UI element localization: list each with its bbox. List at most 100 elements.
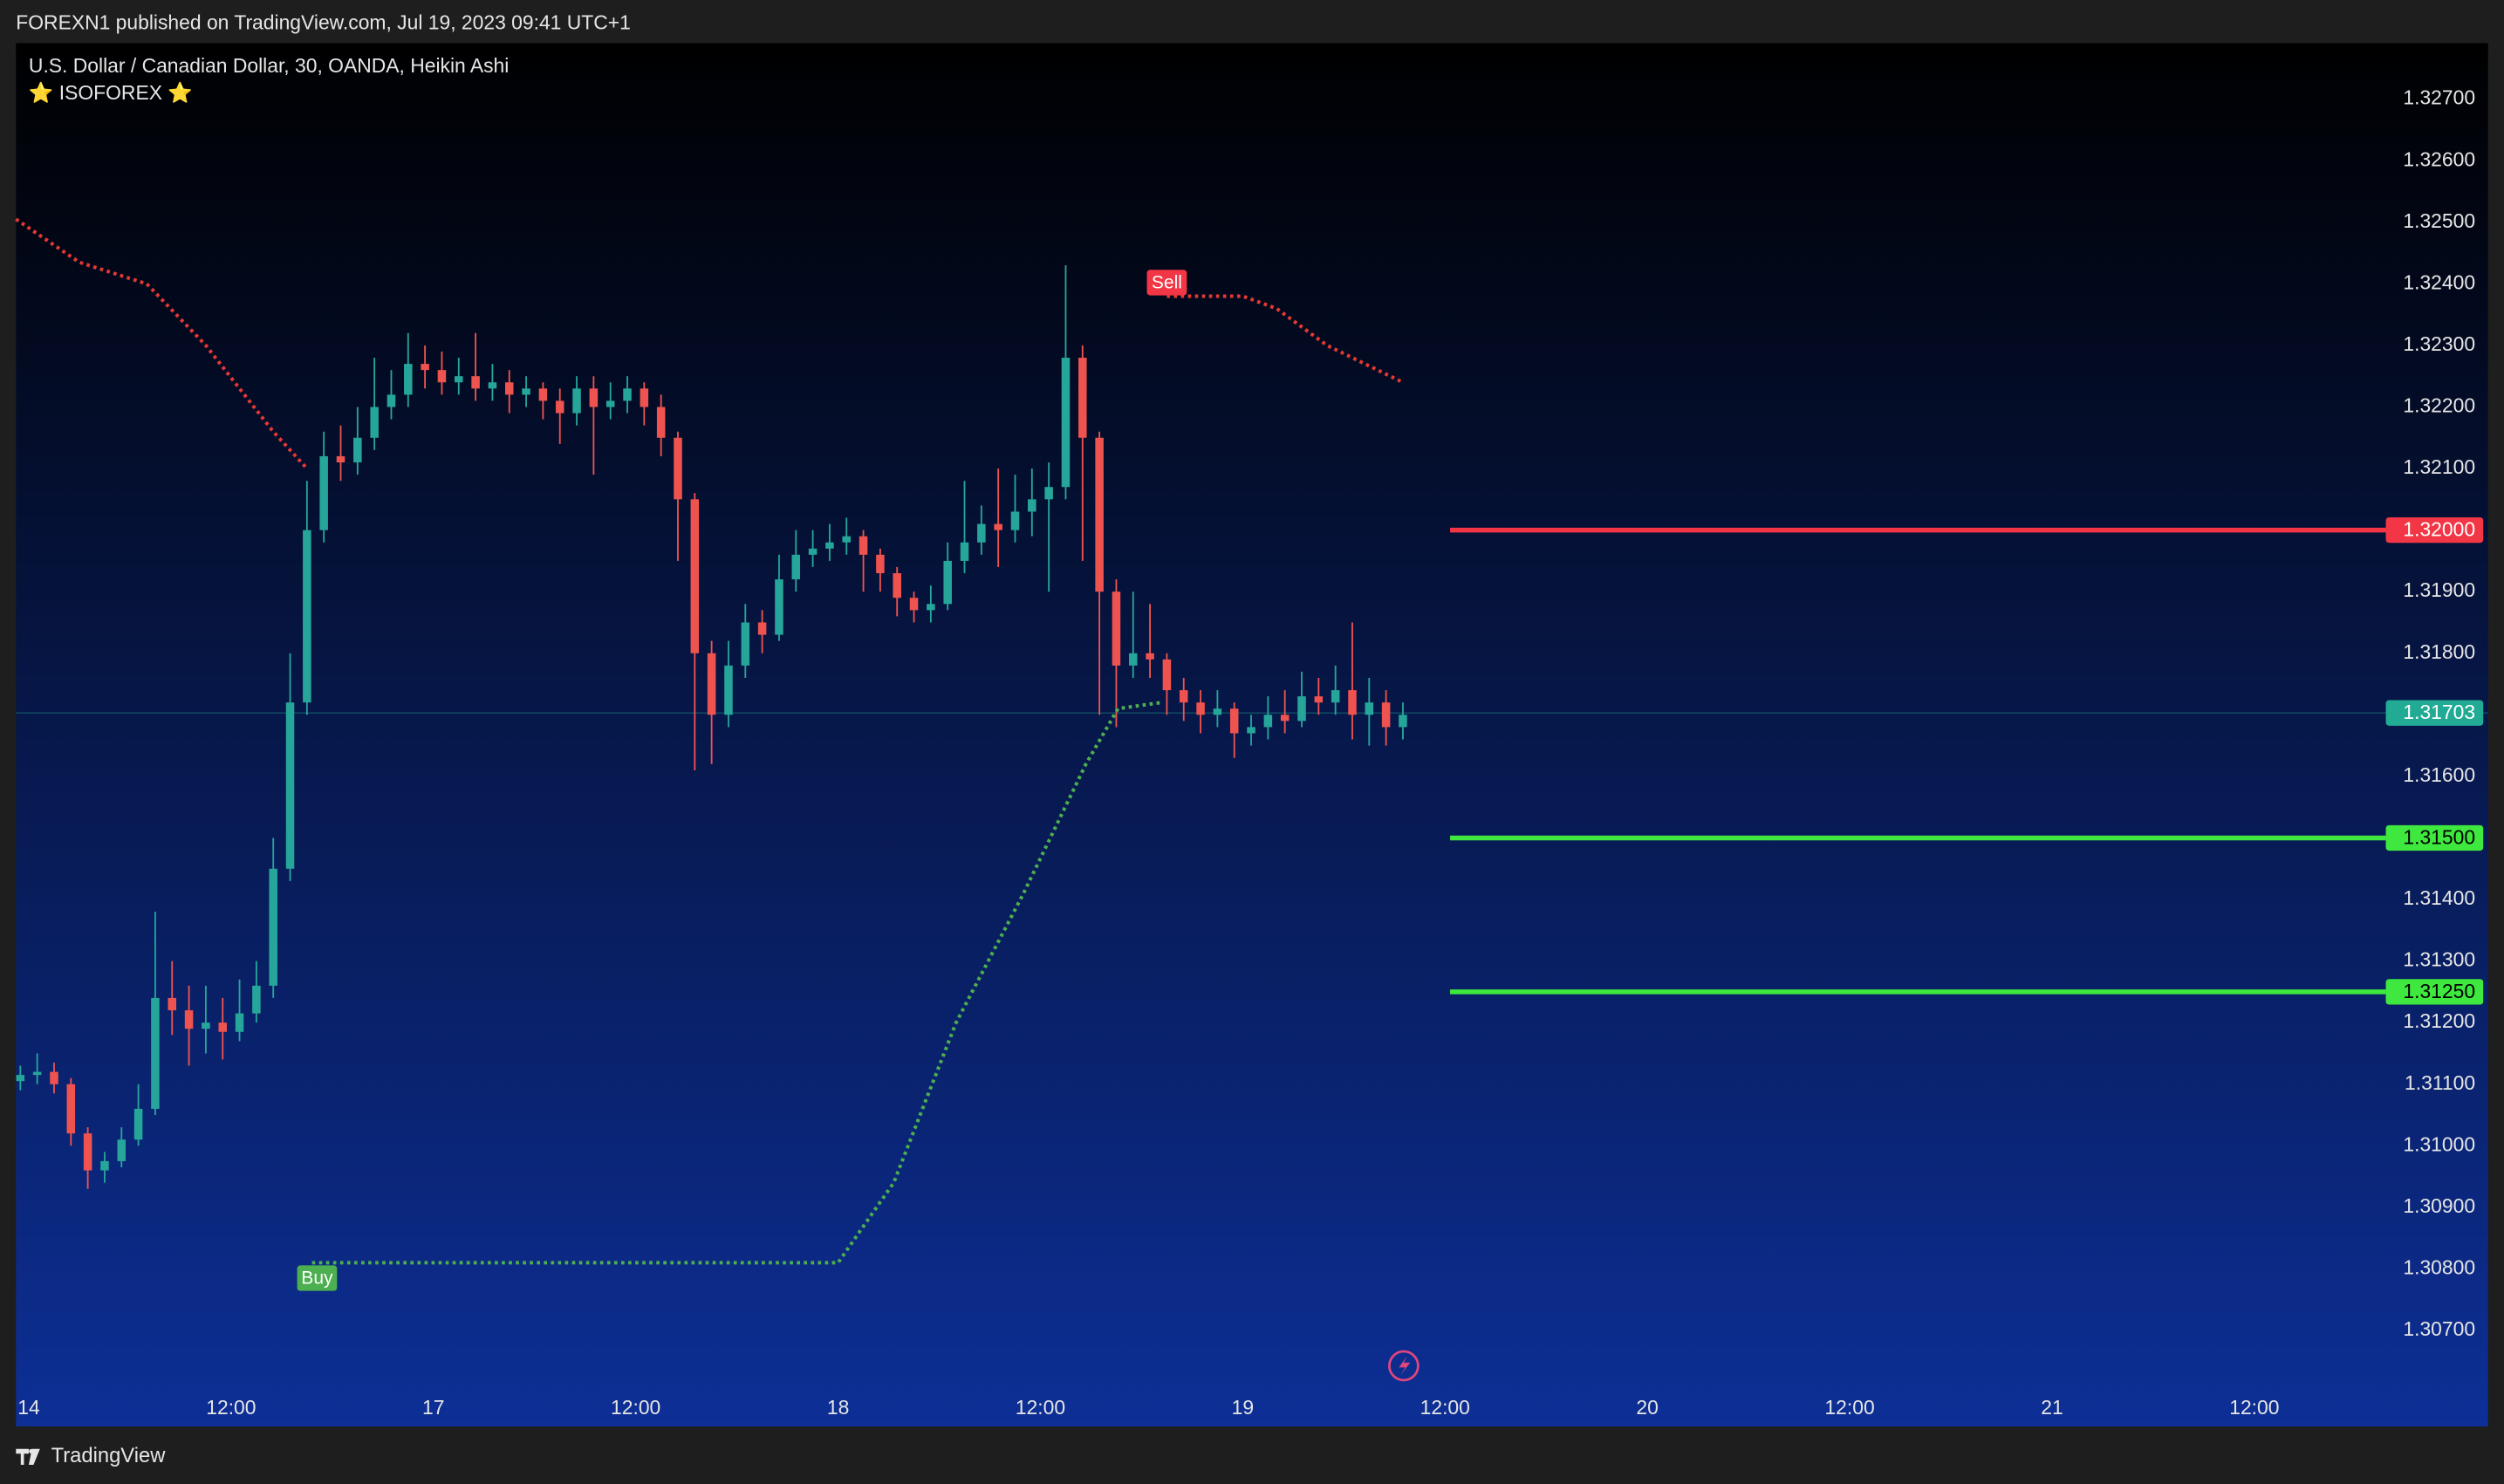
candle-body [909,598,919,611]
x-tick-label: 12:00 [1824,1396,1874,1419]
x-tick-label: 21 [2041,1396,2063,1419]
x-tick-label: 19 [1232,1396,1254,1419]
candle-body [1365,702,1374,715]
alert-icon [1388,1350,1420,1382]
candle-body [252,985,261,1014]
candle-body [605,400,615,407]
candle-body [808,548,818,555]
plot: 1.30700 1.30800 1.30900 1.31000 1.31100 1.312… [15,86,2488,1419]
y-tick-label: 1.30700 [2403,1317,2475,1340]
candle-body [184,1010,194,1029]
candle-body [202,1022,210,1029]
candle-body [943,560,952,605]
candle-body [1280,715,1290,721]
last-price-box [2385,700,2484,726]
signal-label: Buy [301,1268,333,1288]
y-tick-label: 1.32200 [2403,394,2475,417]
candle-body [1331,690,1340,703]
candle-body [336,455,345,463]
candle-body [994,523,1002,530]
candle-body [1078,358,1087,438]
candle-body [825,542,834,549]
y-tick-label: 1.30900 [2403,1194,2475,1217]
level-label-box [2385,516,2484,544]
candle-body [842,536,851,543]
candle-body [960,542,969,561]
candle-body [303,530,311,703]
x-tick-label: 12:00 [206,1396,256,1419]
candle-body [522,388,530,395]
candle-body [1129,653,1138,666]
chart-title: U.S. Dollar / Canadian Dollar, 30, OANDA… [29,54,509,77]
candle-body [724,665,733,715]
candle-body [1179,690,1188,703]
candle-body [1297,696,1306,721]
x-tick-label: 20 [1636,1396,1658,1419]
candle-body [1213,708,1222,715]
candle-body [455,376,463,383]
x-tick-label: 18 [827,1396,849,1419]
candle-body [589,388,599,407]
candle-body [437,370,447,383]
candle-body [572,388,581,414]
y-tick-label: 1.32600 [2403,147,2475,170]
stop-line [1166,294,1404,385]
candle-body [218,1022,227,1032]
candle-body [404,364,413,395]
y-tick-label: 1.31100 [2405,1071,2475,1094]
signal-box [1146,270,1187,296]
stop-line [311,701,1162,1265]
candle-body [421,364,429,371]
candle-body [674,437,682,500]
candle-body [775,579,783,635]
candle-body [707,653,716,715]
candle-body [151,997,160,1109]
y-tick-label: 1.31400 [2403,886,2475,909]
y-tick-label: 1.32300 [2403,332,2475,355]
candle-body [1112,592,1121,666]
candle-body [1247,727,1255,734]
y-tick-label: 1.31200 [2403,1009,2475,1032]
candle-body [555,400,564,414]
candle-body [1348,690,1357,715]
stop-line [15,217,309,470]
candle-body [83,1133,92,1171]
candle-body [50,1071,58,1084]
y-tick-label: 1.32100 [2403,455,2475,478]
candle-body [927,604,935,611]
signal-label: Sell [1152,272,1182,292]
candle-body [1314,696,1324,703]
candle-body [117,1139,127,1161]
candle-body [285,702,295,869]
candle-body [1010,511,1020,530]
candle-body [1263,715,1273,728]
level-label: 1.31250 [2403,980,2475,1002]
candle-body [32,1071,42,1076]
candle-body [1146,653,1154,660]
candle-body [133,1108,143,1140]
y-tick-label: 1.32400 [2403,270,2475,293]
candle-body [1229,708,1239,734]
candle-body [1196,702,1205,715]
footer-brand: TradingView [51,1444,167,1467]
candle-body [353,437,362,463]
candle-body [100,1160,109,1171]
chart-background [16,43,2488,1427]
level-label: 1.32000 [2403,518,2475,541]
candle-body [370,407,379,438]
y-tick-label: 1.30800 [2403,1255,2475,1278]
candle-body [977,523,986,543]
x-tick-label: 17 [422,1396,444,1419]
candle-body [741,622,750,666]
candle-body [1044,487,1053,500]
candle-body [16,1075,25,1082]
candle-body [623,388,632,401]
y-tick-label: 1.32700 [2403,86,2475,109]
candle-body [859,536,868,555]
candle-body [1028,499,1036,512]
candle-body [538,388,548,401]
candle-body [1399,715,1407,728]
candle-body [1095,437,1104,592]
candle-body [471,376,480,389]
